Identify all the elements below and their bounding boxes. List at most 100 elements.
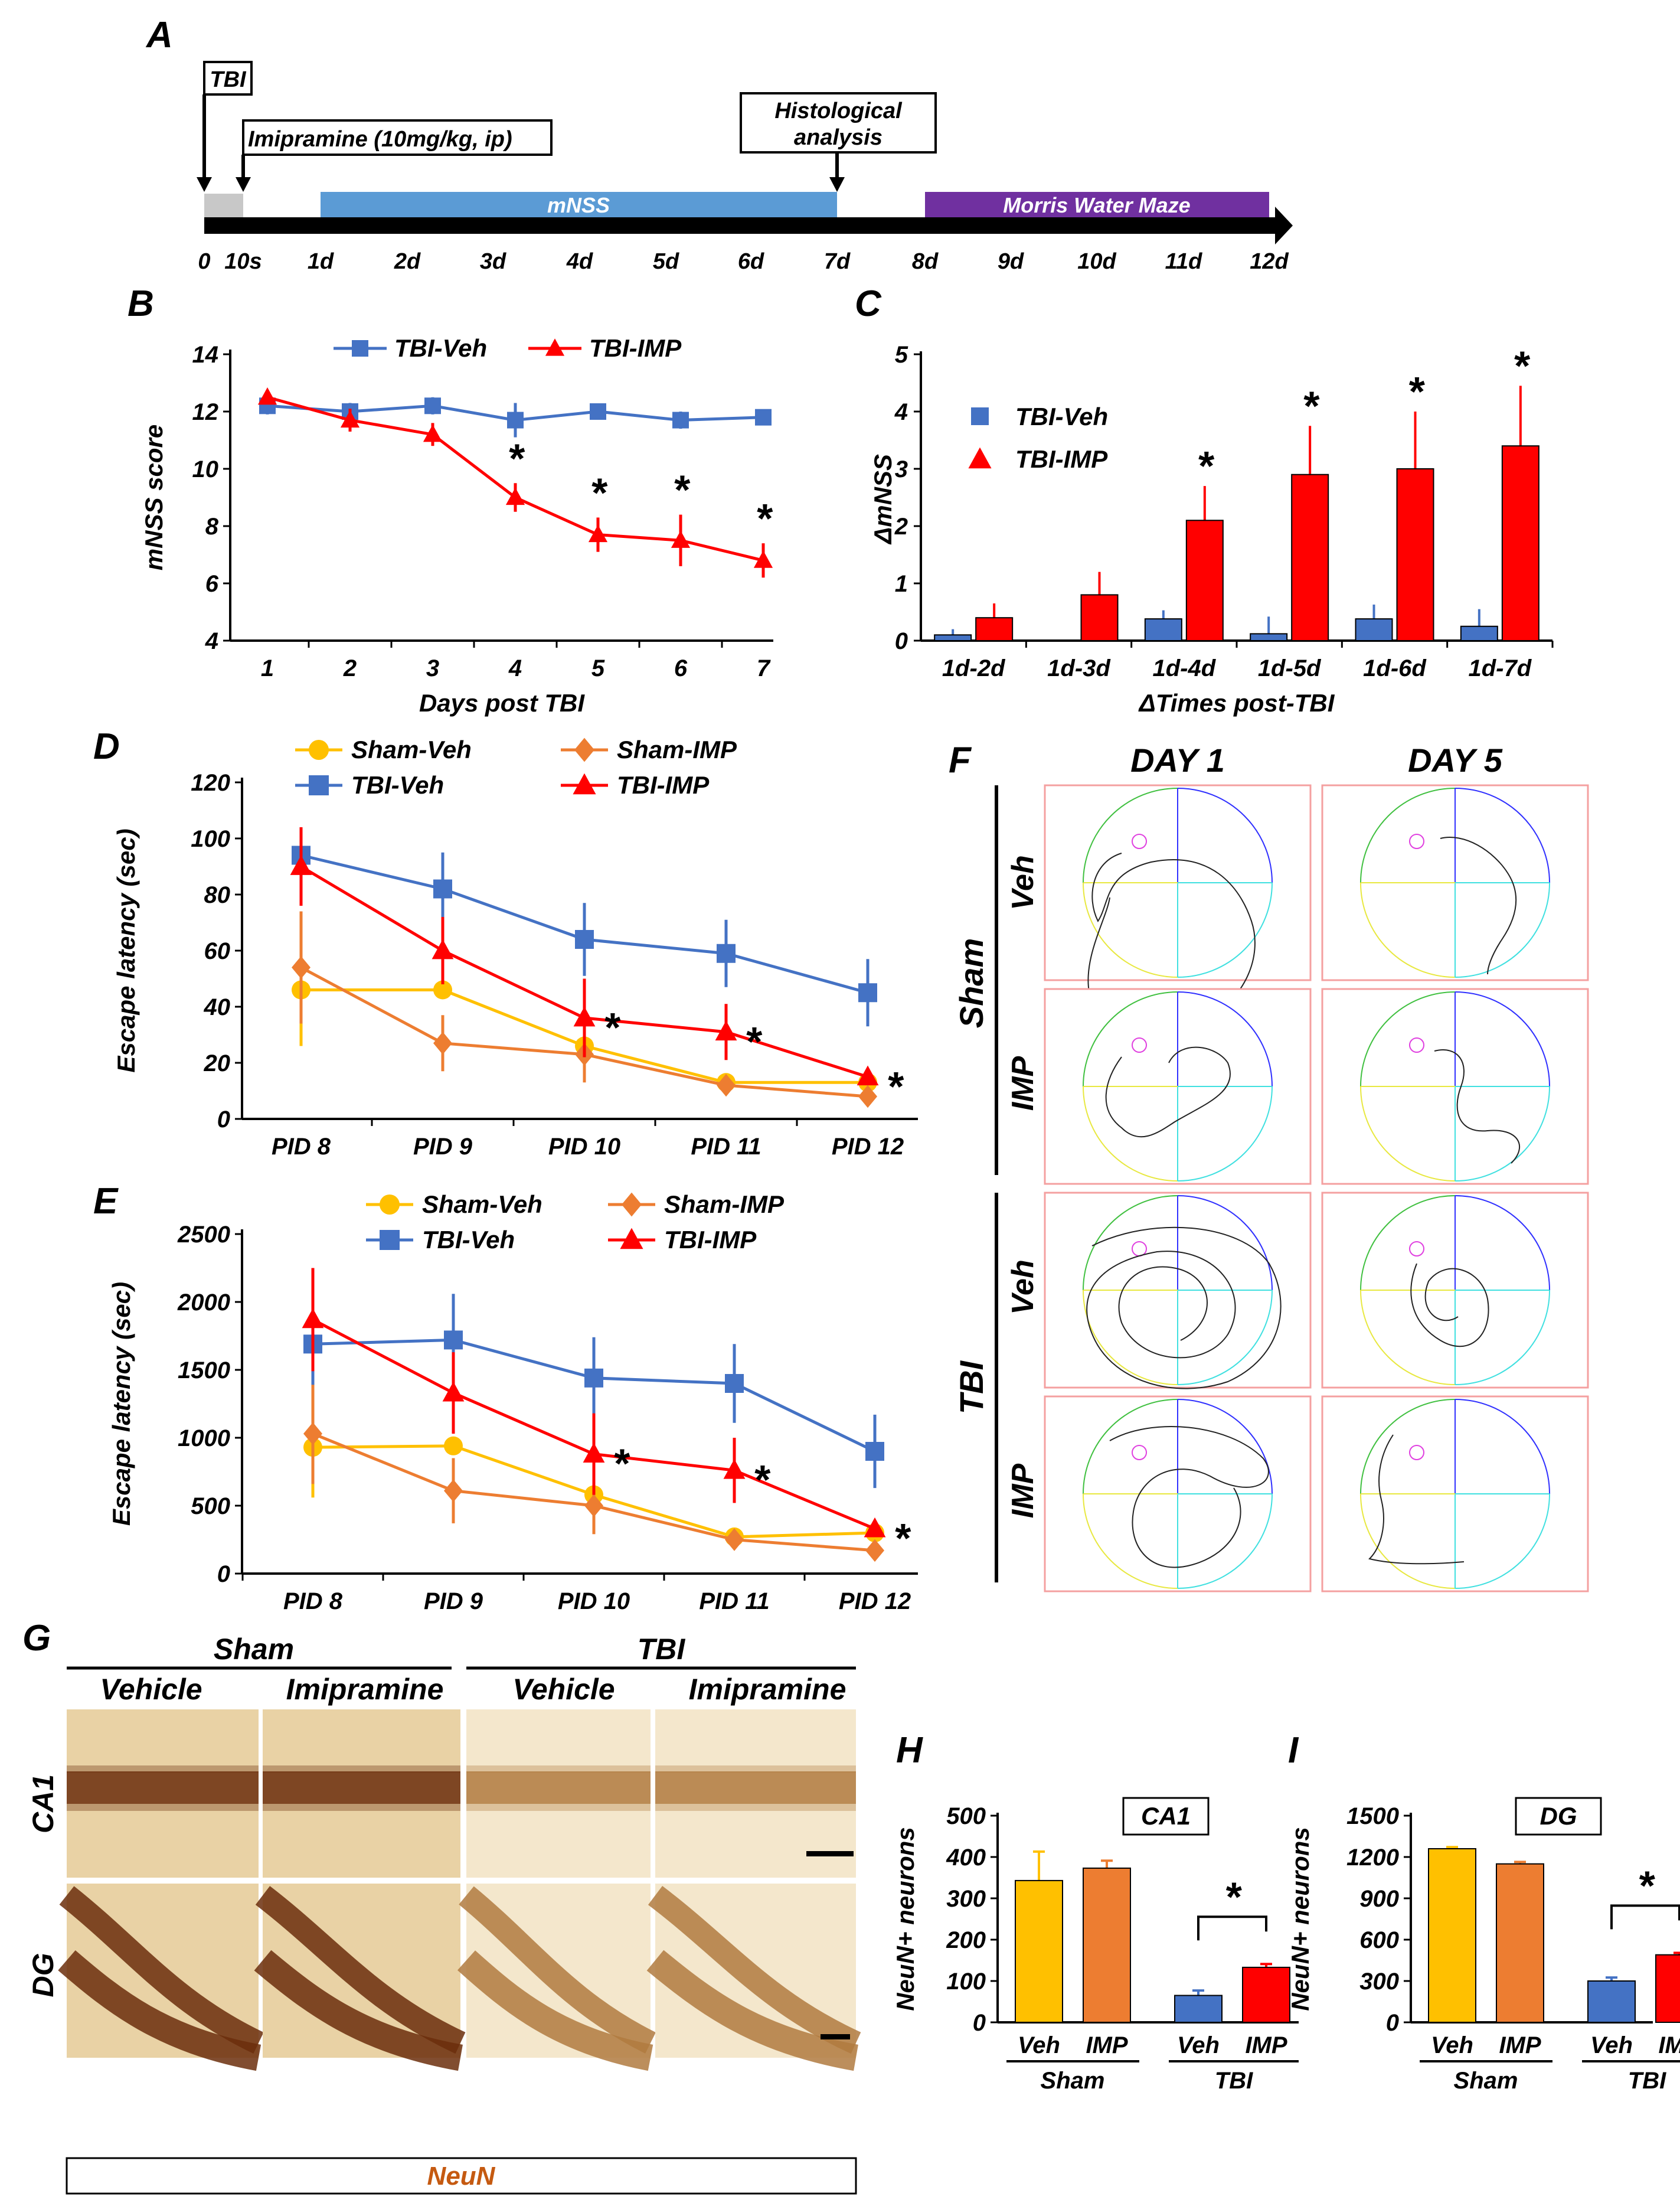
- x-tick-label: 1: [261, 655, 274, 681]
- bar: [1015, 1879, 1063, 2023]
- swim-panel: [1321, 1395, 1589, 1592]
- pool-quadrant-nw: [1083, 1195, 1178, 1291]
- swim-panel: [1321, 1192, 1589, 1389]
- histology-tile-ca1: [263, 1709, 460, 1878]
- timeline-tick-label: 2d: [394, 249, 421, 274]
- pool-quadrant-se: [1455, 1086, 1550, 1182]
- significance-star: *: [1637, 1862, 1655, 1908]
- pool-quadrant-ne: [1455, 991, 1550, 1087]
- y-axis-label: ΔmNSS: [869, 454, 897, 545]
- bar-tbi-imp: [1291, 474, 1329, 641]
- pyramidal-layer-edge: [466, 1765, 651, 1773]
- data-point: [723, 1459, 746, 1479]
- x-tick-label: IMP: [1499, 2032, 1541, 2058]
- series-tbi-veh: [292, 827, 877, 1027]
- tbi-label: TBI: [210, 67, 247, 92]
- bar-tbi-veh: [1144, 618, 1182, 642]
- histology-label-2: analysis: [794, 125, 883, 150]
- f-tbi-veh-label: Veh: [1006, 1259, 1040, 1314]
- panel-c-delta-mnss-bar-chart: C 0 1 2 3 4 5 ΔmNSS ΔTimes post-TBI 1d-2d 1d-3d 1d…: [855, 283, 1554, 717]
- g-col-sham-vehicle: Vehicle: [100, 1673, 202, 1706]
- pyramidal-layer: [655, 1771, 856, 1804]
- y-tick-label: 0: [895, 628, 908, 654]
- y-tick-label: 500: [946, 1803, 986, 1829]
- y-axis-label: NeuN+ neurons: [891, 1827, 919, 2011]
- data-point: [857, 1065, 879, 1086]
- data-point: [715, 1020, 737, 1041]
- y-tick-label: 12: [192, 399, 219, 425]
- g-col-tbi-vehicle: Vehicle: [512, 1673, 615, 1706]
- y-tick-label: 5: [895, 342, 908, 368]
- significance-star: *: [1197, 443, 1214, 489]
- x-axis-label: ΔTimes post-TBI: [1138, 689, 1335, 717]
- panel-d-escape-latency-chart: D 0 20 40 60 80 100 120 PID 8 PID 9 PID 10 PID 11 P…: [93, 726, 918, 1160]
- x-tick-label: PID 8: [283, 1588, 343, 1614]
- bar: [1242, 1966, 1290, 2023]
- significance-star: *: [1512, 342, 1530, 389]
- bar-tbi-veh: [1460, 625, 1498, 641]
- chart-title-box: [1515, 1797, 1602, 1836]
- pool-quadrant-sw: [1083, 882, 1178, 978]
- day5-label: DAY 5: [1408, 742, 1503, 779]
- y-tick-label: 20: [204, 1050, 231, 1076]
- histology-arrow-head: [829, 177, 845, 192]
- data-point: [865, 1442, 884, 1461]
- platform-marker: [1409, 1445, 1424, 1460]
- platform-marker: [1132, 834, 1147, 849]
- y-tick-label: 1500: [178, 1357, 230, 1383]
- g-col-sham-imipramine: Imipramine: [286, 1673, 444, 1706]
- y-tick-label: 8: [205, 514, 219, 540]
- data-point: [865, 1539, 884, 1562]
- timeline-tick-label: 0: [198, 249, 210, 274]
- pyramidal-layer-edge: [655, 1804, 856, 1811]
- g-row-dg: DG: [27, 1953, 60, 1998]
- bar: [1587, 1980, 1636, 2023]
- panel-letter-f: F: [949, 740, 972, 781]
- group-label: TBI: [1628, 2068, 1666, 2094]
- g-sham-label: Sham: [214, 1633, 294, 1666]
- y-tick-label: 600: [1359, 1927, 1399, 1953]
- y-tick-label: 2: [894, 514, 908, 540]
- legend-marker-tbi-imp: [968, 447, 992, 469]
- timeline-tick-label: 6d: [738, 249, 764, 274]
- panel-e-escape-latency-chart: E 0 500 1000 1500 2000 2500 PID 8 PID 9 PID 10 PI…: [93, 1181, 918, 1614]
- panel-g-histology: G Sham TBI Vehicle Imipramine Vehicle Im…: [22, 1618, 861, 2195]
- platform-marker: [1409, 1037, 1424, 1053]
- x-tick-label: PID 8: [272, 1134, 331, 1160]
- granule-layer-lower: [646, 1950, 858, 2071]
- panel-letter-a: A: [145, 15, 173, 56]
- pyramidal-layer-edge: [263, 1804, 460, 1811]
- f-tbi-label: TBI: [953, 1360, 990, 1414]
- platform-marker: [1132, 1037, 1147, 1053]
- imipramine-box: [242, 119, 553, 156]
- f-sham-veh-label: Veh: [1006, 855, 1040, 910]
- timeline-tick-label: 12d: [1250, 249, 1289, 274]
- y-tick-label: 100: [191, 826, 230, 852]
- pool-quadrant-sw: [1360, 1290, 1456, 1385]
- legend-label-tbi-veh: TBI-Veh: [394, 334, 487, 362]
- data-point: [725, 1528, 744, 1551]
- y-tick-label: 14: [192, 342, 219, 368]
- pool-quadrant-nw: [1083, 788, 1178, 883]
- data-point: [672, 412, 689, 429]
- pool-quadrant-ne: [1455, 1195, 1550, 1291]
- x-tick-label: 3: [426, 655, 439, 681]
- panel-letter-b: B: [128, 283, 154, 324]
- histology-label-1: Histological: [774, 99, 903, 123]
- legend-marker-tbi-imp: [573, 773, 596, 795]
- y-axis-label: NeuN+ neurons: [1286, 1827, 1314, 2011]
- timeline-tick-label: 1d: [308, 249, 334, 274]
- legend-label-sham-veh: Sham-Veh: [422, 1190, 542, 1218]
- data-point: [423, 425, 443, 442]
- platform-marker: [1409, 834, 1424, 849]
- histology-tile-dg: [646, 1884, 861, 2071]
- y-tick-label: 0: [217, 1107, 230, 1132]
- y-axis-label: Escape latency (sec): [107, 1282, 135, 1526]
- legend-marker-sham-imp: [622, 1192, 642, 1217]
- y-tick-label: 3: [895, 456, 908, 482]
- bar-tbi-veh: [1355, 618, 1393, 642]
- x-tick-label: PID 9: [413, 1134, 473, 1160]
- group-label: Sham: [1454, 2068, 1518, 2094]
- mwm-bar-label: Morris Water Maze: [1003, 193, 1190, 217]
